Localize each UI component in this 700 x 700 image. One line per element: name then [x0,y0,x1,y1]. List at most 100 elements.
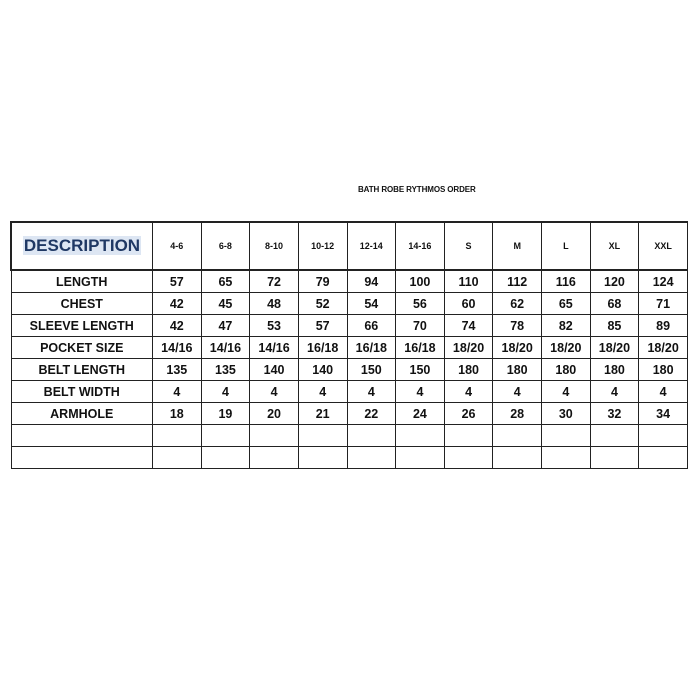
size-column-header: 14-16 [395,221,445,271]
measurement-cell: 70 [395,314,445,337]
measurement-cell: 4 [249,380,299,403]
measurement-cell: 18 [152,402,202,425]
measurement-cell: 16/18 [346,336,397,359]
empty-cell [200,446,251,469]
empty-cell [443,446,494,469]
measurement-cell: 47 [200,314,251,337]
measurement-cell: 4 [346,380,397,403]
table-row: BELT WIDTH 4 4 4 4 4 4 4 4 4 4 4 [10,380,688,403]
empty-cell [492,424,542,447]
measurement-cell: 16/18 [395,336,445,359]
measurement-cell: 18/20 [638,336,688,359]
measurement-cell: 140 [249,358,299,381]
measurement-cell: 57 [152,269,202,293]
row-label: SLEEVE LENGTH [10,314,153,337]
measurement-cell: 18/20 [541,336,591,359]
measurement-cell: 45 [200,292,251,315]
size-column-header: 6-8 [200,221,251,271]
measurement-cell: 19 [200,402,251,425]
measurement-cell: 14/16 [152,336,202,359]
size-column-header: XXL [638,221,688,271]
size-column-header: 12-14 [346,221,397,271]
empty-cell [297,424,348,447]
measurement-cell: 22 [346,402,397,425]
measurement-cell: 4 [589,380,640,403]
row-label: CHEST [10,292,153,315]
measurement-cell: 78 [492,314,542,337]
measurement-cell: 140 [297,358,348,381]
measurement-cell: 72 [249,269,299,293]
measurement-cell: 4 [395,380,445,403]
measurement-cell: 180 [638,358,688,381]
document-title: BATH ROBE RYTHMOS ORDER [358,185,476,194]
empty-cell [249,424,299,447]
measurement-cell: 54 [346,292,397,315]
description-header: DESCRIPTION [22,236,142,255]
empty-cell [346,446,397,469]
empty-cell [589,424,640,447]
measurement-cell: 62 [492,292,542,315]
size-column-header: S [443,221,494,271]
measurement-cell: 112 [492,269,542,293]
measurement-cell: 57 [297,314,348,337]
measurement-cell: 14/16 [200,336,251,359]
measurement-cell: 82 [541,314,591,337]
measurement-cell: 26 [443,402,494,425]
empty-cell [589,446,640,469]
measurement-cell: 34 [638,402,688,425]
empty-cell [541,424,591,447]
size-column-header: 4-6 [152,221,202,271]
measurement-cell: 150 [395,358,445,381]
measurement-cell: 42 [152,292,202,315]
measurement-cell: 28 [492,402,542,425]
measurement-cell: 65 [541,292,591,315]
header-row: DESCRIPTION 4-6 6-8 8-10 10-12 12-14 14-16 S M L X… [10,221,688,271]
measurement-cell: 79 [297,269,348,293]
measurement-cell: 68 [589,292,640,315]
measurement-cell: 65 [200,269,251,293]
empty-cell [638,446,688,469]
empty-cell [638,424,688,447]
measurement-cell: 4 [638,380,688,403]
row-label: ARMHOLE [10,402,153,425]
measurement-cell: 52 [297,292,348,315]
measurement-cell: 48 [249,292,299,315]
size-column-header: 10-12 [297,221,348,271]
measurement-cell: 18/20 [443,336,494,359]
empty-cell [200,424,251,447]
measurement-cell: 56 [395,292,445,315]
measurement-cell: 18/20 [589,336,640,359]
measurement-cell: 100 [395,269,445,293]
measurement-cell: 135 [152,358,202,381]
row-label: POCKET SIZE [10,336,153,359]
measurement-cell: 85 [589,314,640,337]
measurement-cell: 124 [638,269,688,293]
empty-row [10,446,688,469]
measurement-cell: 89 [638,314,688,337]
measurement-cell: 4 [297,380,348,403]
measurement-cell: 32 [589,402,640,425]
row-label: BELT WIDTH [10,380,153,403]
measurement-cell: 4 [541,380,591,403]
table-row: SLEEVE LENGTH 42 47 53 57 66 70 74 78 82 85 89 [10,314,688,337]
empty-cell [395,424,445,447]
measurement-cell: 66 [346,314,397,337]
measurement-cell: 4 [492,380,542,403]
empty-cell [541,446,591,469]
measurement-cell: 18/20 [492,336,542,359]
measurement-cell: 116 [541,269,591,293]
size-column-header: XL [589,221,640,271]
empty-cell [395,446,445,469]
table-row: POCKET SIZE 14/16 14/16 14/16 16/18 16/18 16/1… [10,336,688,359]
measurement-cell: 150 [346,358,397,381]
size-column-header: 8-10 [249,221,299,271]
measurement-cell: 20 [249,402,299,425]
measurement-cell: 74 [443,314,494,337]
measurement-cell: 135 [200,358,251,381]
measurement-cell: 180 [443,358,494,381]
empty-cell [249,446,299,469]
empty-cell [492,446,542,469]
measurement-cell: 14/16 [249,336,299,359]
empty-cell [10,424,153,447]
size-chart-table: DESCRIPTION 4-6 6-8 8-10 10-12 12-14 14-16 S M L X… [10,221,688,469]
